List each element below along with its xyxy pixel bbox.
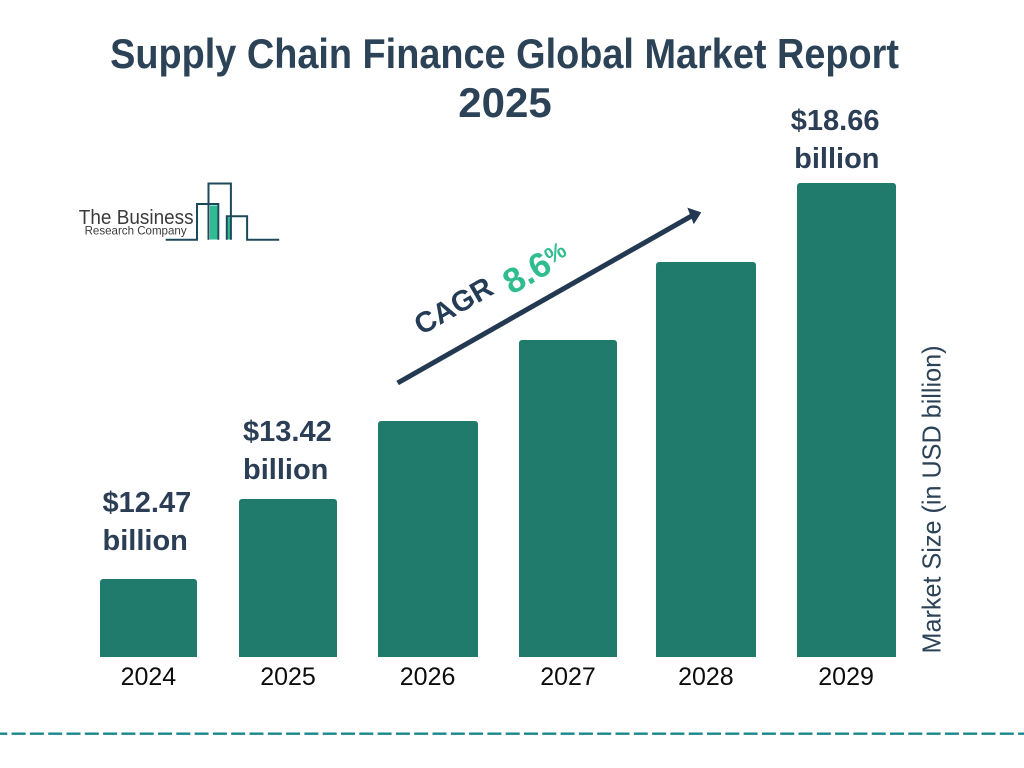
- svg-text:Research Company: Research Company: [85, 224, 187, 237]
- svg-text:The Business: The Business: [79, 206, 194, 229]
- svg-text:Market Size (in USD billion): Market Size (in USD billion): [917, 346, 947, 654]
